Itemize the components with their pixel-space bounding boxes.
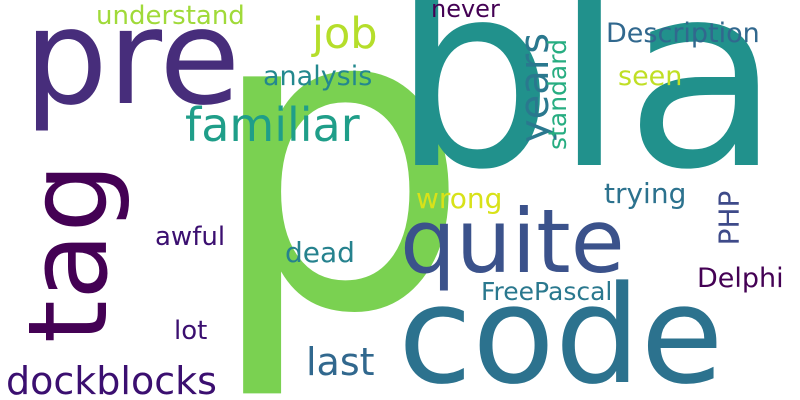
word-last: last <box>306 340 375 384</box>
word-p: p <box>205 0 472 400</box>
word-tag: tag <box>4 162 133 344</box>
word-standard: standard <box>542 39 572 150</box>
word-trying: trying <box>604 177 687 210</box>
word-php: PHP <box>712 190 746 246</box>
word-familiar: familiar <box>185 98 360 152</box>
word-wrong: wrong <box>416 182 503 215</box>
word-dead: dead <box>285 236 355 269</box>
word-quite: quite <box>400 190 625 293</box>
word-freepascal: FreePascal <box>481 277 613 306</box>
word-description: Description <box>606 18 760 49</box>
word-never: never <box>431 0 500 23</box>
word-awful: awful <box>155 222 226 252</box>
word-code: code <box>398 257 724 400</box>
word-pre: pre <box>24 0 241 135</box>
word-lot: lot <box>174 316 208 346</box>
word-seen: seen <box>618 61 683 92</box>
word-delphi: Delphi <box>697 263 784 294</box>
word-understand: understand <box>96 1 245 31</box>
word-job: job <box>312 9 378 59</box>
word-bla: bla <box>392 0 781 226</box>
word-dockblocks: dockblocks <box>6 359 217 400</box>
word-analysis: analysis <box>263 61 373 92</box>
